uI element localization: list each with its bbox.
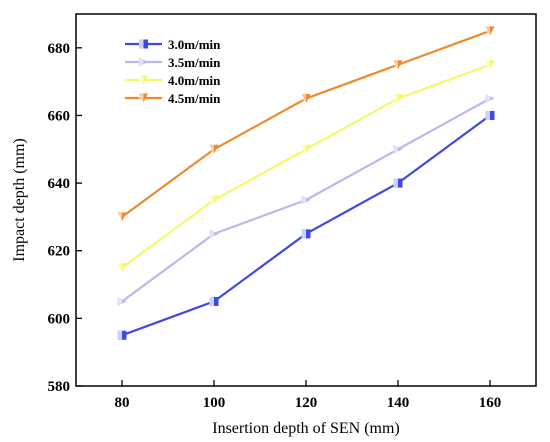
y-tick-label: 620 [48,244,71,260]
data-point-highlight [209,229,214,239]
legend-item: 3.5m/min [125,55,221,70]
y-axis-ticks: 580 600 620 640 660 680 [48,41,82,395]
legend-item: 3.0m/min [125,37,221,52]
legend-item: 4.5m/min [125,91,221,106]
legend-label: 3.5m/min [168,55,221,70]
data-point-highlight [117,330,122,340]
legend: 3.0m/min 3.5m/min 4.0m/min 4.5m/min [125,37,221,106]
data-point-highlight [485,110,490,120]
legend-label: 4.0m/min [168,73,221,88]
data-point-highlight [393,94,398,104]
data-point-highlight [301,144,306,154]
series-3.0m/min [117,110,495,340]
x-tick-label: 140 [387,395,410,411]
series-4.5m/min [117,26,495,222]
data-point-highlight [393,144,398,154]
data-point-highlight [139,75,144,85]
x-axis-title: Insertion depth of SEN (mm) [212,420,400,437]
data-point-highlight [393,60,398,70]
data-point-highlight [139,93,144,103]
x-axis-ticks: 80 100 120 140 160 [115,380,502,411]
data-point-highlight [139,57,144,67]
y-tick-label: 640 [48,176,71,192]
series-layer [117,26,495,340]
y-tick-label: 660 [48,108,71,124]
y-tick-label: 600 [48,311,71,327]
data-point-highlight [117,212,122,222]
data-point-highlight [117,296,122,306]
x-tick-label: 120 [295,395,318,411]
series-3.5m/min [117,94,495,306]
data-point-highlight [117,263,122,273]
data-point-highlight [209,195,214,205]
y-tick-label: 580 [48,379,71,395]
data-point-highlight [301,229,306,239]
legend-label: 3.0m/min [168,37,221,52]
data-point-highlight [301,94,306,104]
x-tick-label: 80 [115,395,130,411]
series-4.0m/min [117,60,495,273]
data-point-highlight [139,39,144,49]
x-tick-label: 100 [203,395,226,411]
y-tick-label: 680 [48,41,71,57]
data-point-highlight [485,26,490,36]
data-point-highlight [301,195,306,205]
data-point-highlight [209,296,214,306]
data-point-highlight [485,60,490,70]
data-point-highlight [393,178,398,188]
legend-item: 4.0m/min [125,73,221,88]
y-axis-title: Impact depth (mm) [11,138,28,262]
x-tick-label: 160 [479,395,502,411]
legend-label: 4.5m/min [168,91,221,106]
data-point-highlight [485,94,490,104]
data-point-highlight [209,144,214,154]
